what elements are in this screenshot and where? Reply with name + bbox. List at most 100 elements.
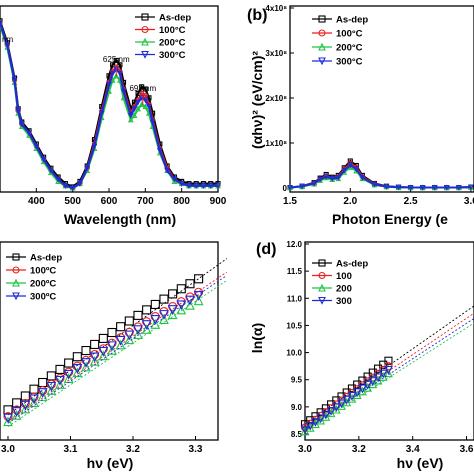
- data-point: [171, 176, 178, 183]
- data-point: [20, 391, 30, 401]
- fit-line: [304, 317, 474, 431]
- data-point: [0, 20, 3, 26]
- x-tick-label: 400: [28, 196, 45, 207]
- legend-marker: [318, 29, 326, 37]
- legend-marker: [318, 271, 326, 280]
- data-point: [63, 369, 74, 380]
- legend-marker: [141, 37, 149, 46]
- data-point: [159, 294, 169, 304]
- data-point: [98, 346, 109, 357]
- data-point: [11, 407, 22, 417]
- data-point: [156, 148, 163, 154]
- data-point: [20, 398, 30, 408]
- data-point: [329, 176, 336, 182]
- plot-area: 1.5 2.0 2.5 3.0 0 1x10⁸ 2x10⁸ 3x10⁸ 4x10⁸ As-dep 1…: [265, 4, 474, 207]
- data-point: [55, 375, 65, 386]
- data-point: [347, 164, 354, 170]
- legend-label: 200°C: [336, 43, 363, 54]
- x-tick-label: 600: [101, 196, 118, 207]
- data-point: [167, 309, 178, 320]
- data-point: [107, 327, 117, 338]
- data-point: [91, 143, 98, 150]
- data-point: [384, 365, 393, 375]
- y-tick-label: 10.5: [286, 321, 302, 330]
- data-point: [159, 310, 169, 320]
- legend-label: 100°C: [336, 29, 363, 40]
- data-point: [29, 384, 39, 394]
- data-point: [215, 183, 221, 190]
- x-tick-label: 3.0: [1, 444, 15, 455]
- data-point: [127, 116, 134, 123]
- legend-label: 200ºC: [30, 279, 56, 290]
- panel-tauc: 1.5 2.0 2.5 3.0 0 1x10⁸ 2x10⁸ 3x10⁸ 4x10⁸ As-dep 1…: [247, 4, 474, 227]
- y-tick-label: 10.0: [286, 349, 302, 358]
- legend-label: 300°C: [336, 57, 363, 68]
- legend-marker: [318, 296, 326, 305]
- data-point: [171, 178, 178, 184]
- data-point: [55, 373, 65, 383]
- data-point: [0, 20, 3, 27]
- series-line: [289, 159, 471, 189]
- data-point: [168, 289, 178, 299]
- data-point: [142, 305, 152, 315]
- data-point: [185, 295, 195, 306]
- data-point: [89, 352, 100, 363]
- y-tick-label: 12.0: [286, 240, 302, 249]
- plot-frame: [0, 241, 219, 441]
- data-point: [110, 62, 116, 68]
- data-point: [40, 156, 47, 163]
- legend-label: 300°C: [159, 50, 186, 61]
- data-point: [373, 373, 383, 383]
- data-point: [353, 166, 360, 173]
- data-point: [107, 341, 117, 352]
- data-point: [368, 377, 378, 386]
- y-tick-label: 1x10⁸: [265, 139, 287, 148]
- x-tick-label: 3.6: [460, 444, 474, 455]
- data-point: [11, 409, 22, 420]
- data-point: [378, 369, 388, 379]
- data-point: [347, 162, 354, 169]
- data-point: [142, 97, 149, 104]
- fit-line: [304, 322, 474, 432]
- data-point: [363, 380, 372, 390]
- data-point: [29, 392, 39, 402]
- plot-frame: [289, 5, 474, 193]
- data-point: [185, 299, 195, 310]
- x-tick-label: 3.2: [352, 444, 366, 455]
- data-point: [142, 86, 148, 92]
- data-point: [12, 398, 22, 408]
- x-tick-label: 3.0: [298, 444, 312, 455]
- legend-label: As-dep: [336, 15, 368, 26]
- plot-area: 400 500 600 700 800 900 625 nm 693 nm As-dep100°…: [0, 13, 227, 207]
- data-point: [117, 62, 123, 68]
- data-point: [109, 76, 116, 83]
- data-point: [90, 349, 100, 360]
- data-point: [194, 274, 204, 284]
- data-point: [357, 384, 367, 394]
- legend-label: 300: [336, 296, 352, 307]
- data-point: [176, 304, 187, 315]
- x-tick-label: 3.2: [126, 444, 140, 455]
- panel-absorbance: 400 500 600 700 800 900 625 nm 693 nm As-dep100°…: [0, 5, 227, 227]
- data-point: [37, 388, 48, 398]
- data-point: [124, 316, 134, 326]
- data-point: [146, 104, 152, 110]
- data-point: [69, 185, 76, 192]
- legend-marker: [318, 283, 326, 292]
- data-point: [113, 72, 120, 79]
- data-point: [98, 333, 108, 343]
- legend-label: 200: [336, 284, 352, 295]
- data-point: [12, 405, 22, 415]
- data-point: [150, 315, 161, 325]
- data-point: [72, 367, 83, 378]
- legend-marker: [12, 278, 20, 287]
- fit-line: [304, 312, 474, 428]
- x-tick-label: 700: [137, 196, 154, 207]
- data-point: [18, 121, 25, 128]
- data-point: [384, 356, 393, 365]
- data-point: [193, 183, 200, 190]
- data-point: [81, 345, 91, 356]
- plot-area: 3.0 3.1 3.2 3.3 As-dep 100ºC 200ºC 300ºC: [1, 253, 228, 455]
- legend-marker: [12, 266, 20, 274]
- data-point: [135, 105, 141, 112]
